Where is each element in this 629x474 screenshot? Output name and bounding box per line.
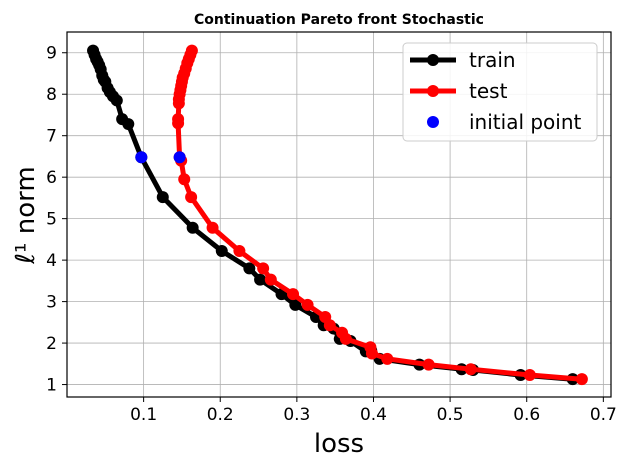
test-point (172, 117, 185, 130)
initial-point-marker (135, 151, 148, 164)
x-tick-label: 0.4 (360, 405, 387, 425)
y-tick-label: 2 (46, 334, 57, 354)
test-point (339, 332, 352, 345)
test-point (365, 347, 378, 360)
y-tick-label: 5 (46, 210, 57, 230)
x-tick-label: 0.5 (437, 405, 464, 425)
train-point (243, 262, 256, 275)
train-point (254, 273, 267, 286)
y-tick-label: 7 (46, 127, 57, 147)
legend-train-marker (427, 54, 439, 66)
train-point (156, 191, 169, 204)
y-tick-label: 4 (46, 251, 57, 271)
legend-initial-point-label: initial point (469, 110, 582, 134)
test-point (233, 245, 246, 257)
test-point (523, 369, 536, 382)
legend-test-label: test (469, 79, 508, 103)
chart-title: Continuation Pareto front Stochastic (194, 12, 484, 28)
test-point (178, 173, 191, 186)
train-point (186, 221, 199, 234)
legend-box (402, 42, 598, 142)
x-tick-label: 0.6 (513, 405, 540, 425)
test-point (381, 352, 394, 365)
train-point (122, 118, 135, 131)
test-point (301, 298, 314, 311)
test-point (575, 373, 588, 386)
test-point (172, 97, 185, 110)
legend: train test initial point (402, 42, 598, 142)
initial-point-marker (173, 151, 186, 164)
train-point (110, 94, 123, 107)
x-tick-label: 0.2 (207, 405, 234, 425)
test-point (287, 288, 300, 301)
test-point (264, 273, 277, 286)
test-point (422, 358, 435, 371)
y-tick-label: 8 (46, 85, 57, 105)
test-point (185, 191, 198, 204)
y-tick-label: 1 (46, 376, 57, 396)
y-tick-label: 6 (46, 168, 57, 188)
plot-data (87, 44, 588, 386)
axes-frame (66, 31, 612, 398)
legend-train-label: train (469, 48, 516, 72)
y-tick-label: 9 (46, 44, 57, 64)
train-point (215, 245, 228, 257)
test-point (206, 221, 219, 234)
x-tick-label: 0.7 (590, 405, 617, 425)
legend-initial-point-marker (427, 116, 439, 128)
x-tick-label: 0.1 (130, 405, 157, 425)
test-point (323, 319, 336, 332)
axis-ticks: 0.1 0.2 0.3 0.4 0.5 0.6 0.7 1 2 3 4 5 6 7 8 9 (46, 44, 617, 425)
x-tick-label: 0.3 (283, 405, 310, 425)
y-axis-label: ℓ¹ norm (11, 166, 41, 264)
test-point (464, 363, 477, 376)
y-tick-label: 3 (46, 293, 57, 313)
test-point (257, 262, 270, 275)
grid (67, 32, 611, 397)
legend-test-marker (427, 85, 439, 97)
x-axis-label: loss (314, 429, 364, 459)
train-point (289, 298, 302, 311)
